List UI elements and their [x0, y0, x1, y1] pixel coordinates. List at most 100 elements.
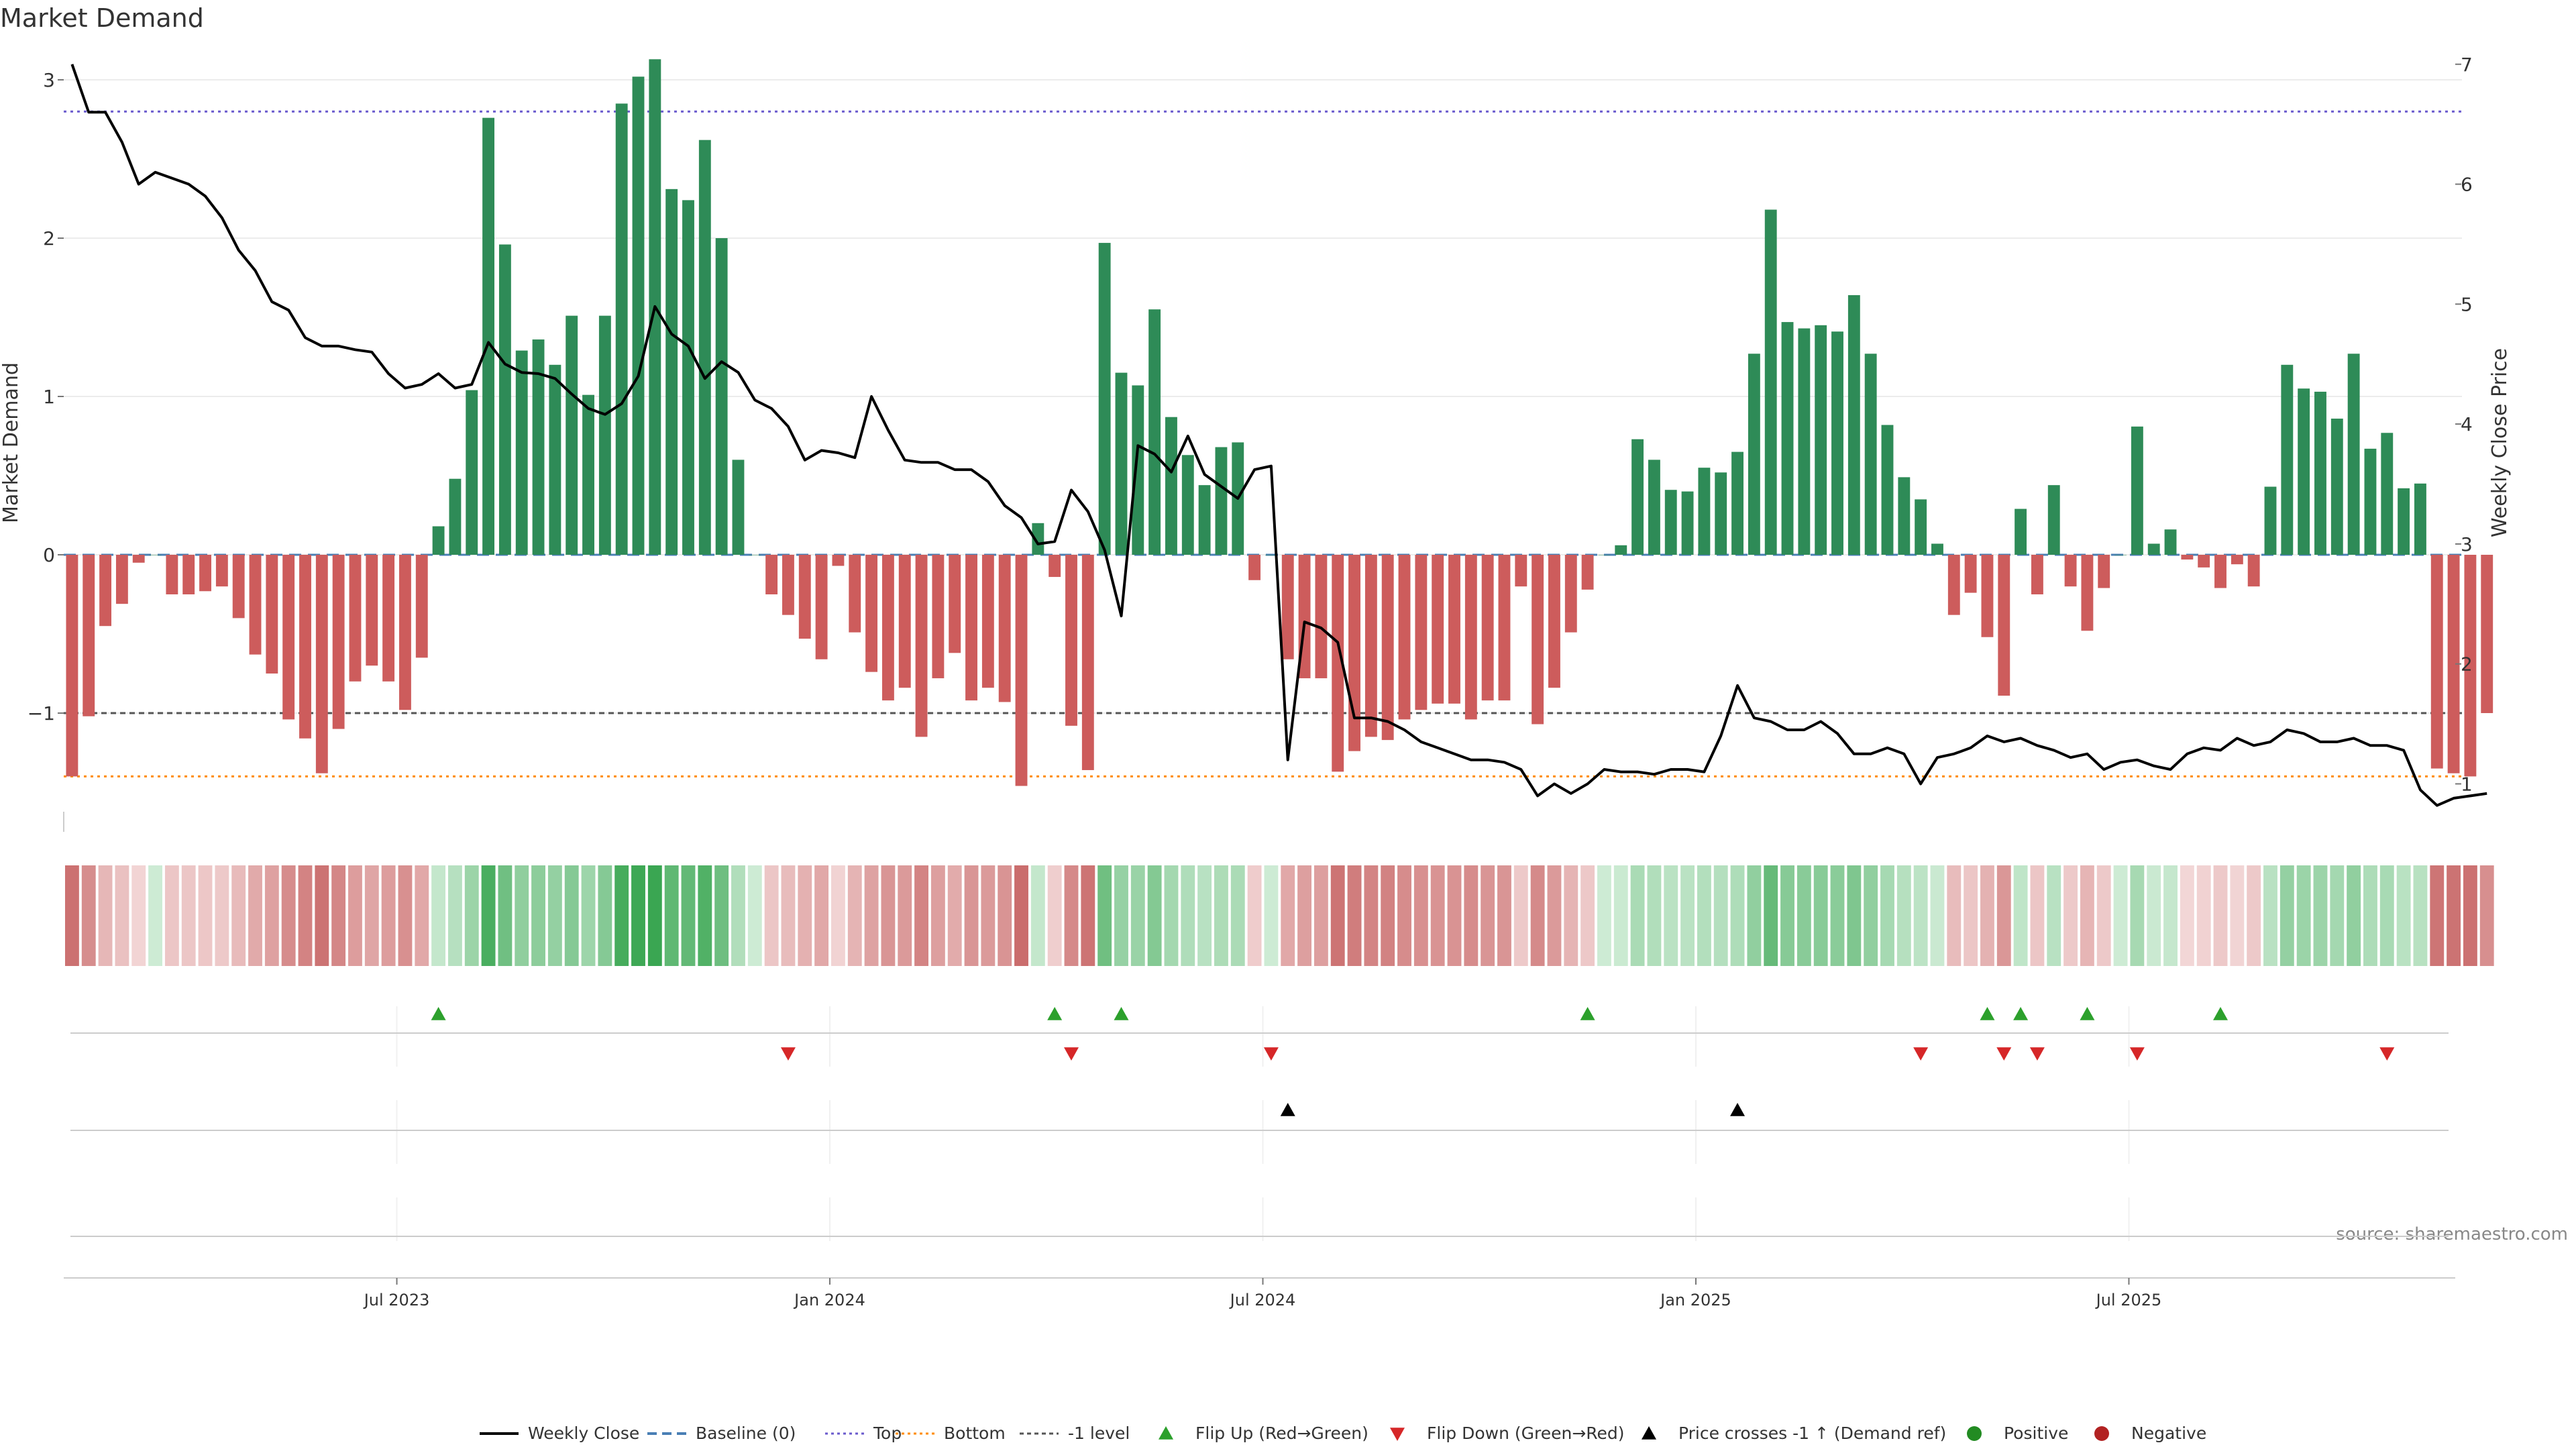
- demand-bar: [2430, 555, 2443, 769]
- heat-cell: [64, 865, 79, 966]
- heat-cell: [1796, 865, 1811, 966]
- demand-bar: [2330, 419, 2343, 555]
- demand-bar: [815, 555, 828, 659]
- demand-bar: [1631, 439, 1644, 555]
- demand-bar: [715, 238, 728, 555]
- event-markers: [70, 1007, 2449, 1237]
- demand-bar: [832, 555, 845, 566]
- legend-label: Positive: [2004, 1424, 2068, 1443]
- demand-bar: [432, 526, 445, 555]
- demand-bar: [1181, 455, 1194, 555]
- heat-cell: [198, 865, 213, 966]
- heat-cell: [2213, 865, 2228, 966]
- demand-bar: [932, 555, 945, 679]
- demand-bar: [1415, 555, 1428, 710]
- heat-cell: [2147, 865, 2161, 966]
- demand-bar: [2214, 555, 2226, 588]
- heat-cell: [231, 865, 246, 966]
- demand-bar: [1931, 543, 1943, 555]
- demand-bar: [1947, 555, 1960, 615]
- heat-cell: [1014, 865, 1028, 966]
- demand-bar: [83, 555, 95, 716]
- heat-cell: [1164, 865, 1179, 966]
- heat-cell: [2363, 865, 2377, 966]
- heat-cell: [2430, 865, 2445, 966]
- demand-bar: [582, 394, 594, 555]
- heat-cell: [1313, 865, 1328, 966]
- heat-cell: [1397, 865, 1411, 966]
- demand-bar: [2314, 391, 2326, 555]
- heat-cell: [2313, 865, 2328, 966]
- demand-bar: [1098, 243, 1111, 555]
- demand-bar: [2047, 485, 2060, 555]
- demand-bar: [182, 555, 195, 594]
- demand-bar: [798, 555, 811, 639]
- heat-cell: [1214, 865, 1228, 966]
- y-tick-label: 1: [43, 386, 55, 408]
- demand-bar: [2031, 555, 2043, 594]
- heat-cell: [981, 865, 996, 966]
- demand-bar: [2098, 555, 2110, 588]
- heat-cell: [381, 865, 396, 966]
- demand-bar: [2147, 543, 2160, 555]
- flip-up-marker: [1580, 1007, 1595, 1020]
- demand-bar: [515, 350, 528, 555]
- flip-down-marker: [1263, 1047, 1279, 1061]
- heat-cell: [1680, 865, 1695, 966]
- demand-bar: [382, 555, 395, 682]
- demand-bar: [315, 555, 328, 773]
- demand-bar: [1248, 555, 1261, 580]
- demand-bar: [1548, 555, 1560, 688]
- heat-cell: [747, 865, 762, 966]
- grid: [64, 79, 2462, 1241]
- demand-bar: [1998, 555, 2010, 696]
- heat-cell: [1430, 865, 1445, 966]
- heat-cell: [2263, 865, 2277, 966]
- legend-label: Flip Down (Green→Red): [1427, 1424, 1625, 1443]
- demand-bar: [849, 555, 861, 633]
- demand-bar: [1432, 555, 1444, 704]
- demand-bar: [1148, 309, 1161, 555]
- flip-up-marker: [431, 1007, 446, 1020]
- heat-cell: [1530, 865, 1545, 966]
- heat-cell: [515, 865, 529, 966]
- heat-cell: [1964, 865, 1978, 966]
- demand-bar: [266, 555, 278, 674]
- demand-bar: [682, 200, 694, 555]
- demand-bar: [366, 555, 378, 666]
- heat-cell: [2479, 865, 2494, 966]
- flip-up-marker: [2213, 1007, 2229, 1020]
- demand-bar: [1615, 545, 1627, 555]
- demand-bar: [2364, 448, 2377, 555]
- chart-title: Market Demand: [0, 3, 204, 33]
- demand-bar: [2381, 433, 2394, 555]
- axes: −1 0 1 2 3 1 2 3 4 5 6 7 Jul 2023 Jan 2024 Jul 2024 Jan…: [28, 54, 2473, 1309]
- demand-bar: [1532, 555, 1544, 724]
- demand-bar: [1032, 523, 1044, 555]
- heat-cell: [930, 865, 945, 966]
- demand-bar: [2281, 364, 2294, 555]
- demand-bar: [2247, 555, 2260, 587]
- heat-cell: [1364, 865, 1379, 966]
- heat-cell: [1081, 865, 1095, 966]
- heat-cell: [614, 865, 629, 966]
- heat-cell: [1230, 865, 1245, 966]
- demand-bar: [1132, 385, 1144, 555]
- demand-bar: [449, 478, 462, 555]
- legend-swatch: [1967, 1426, 1982, 1441]
- demand-bar: [949, 555, 961, 653]
- weekly-close-line: [70, 64, 2487, 807]
- demand-bar: [2131, 426, 2143, 555]
- heat-cell: [2063, 865, 2078, 966]
- demand-bar: [1281, 555, 1294, 659]
- heat-cell: [2379, 865, 2394, 966]
- heat-cell: [1047, 865, 1062, 966]
- heat-cell: [1297, 865, 1311, 966]
- heat-cell: [1097, 865, 1112, 966]
- legend-label: Negative: [2131, 1424, 2206, 1443]
- heat-cell: [1730, 865, 1745, 966]
- demand-bar: [1798, 328, 1811, 555]
- heat-cell: [1664, 865, 1678, 966]
- heat-cell: [2030, 865, 2045, 966]
